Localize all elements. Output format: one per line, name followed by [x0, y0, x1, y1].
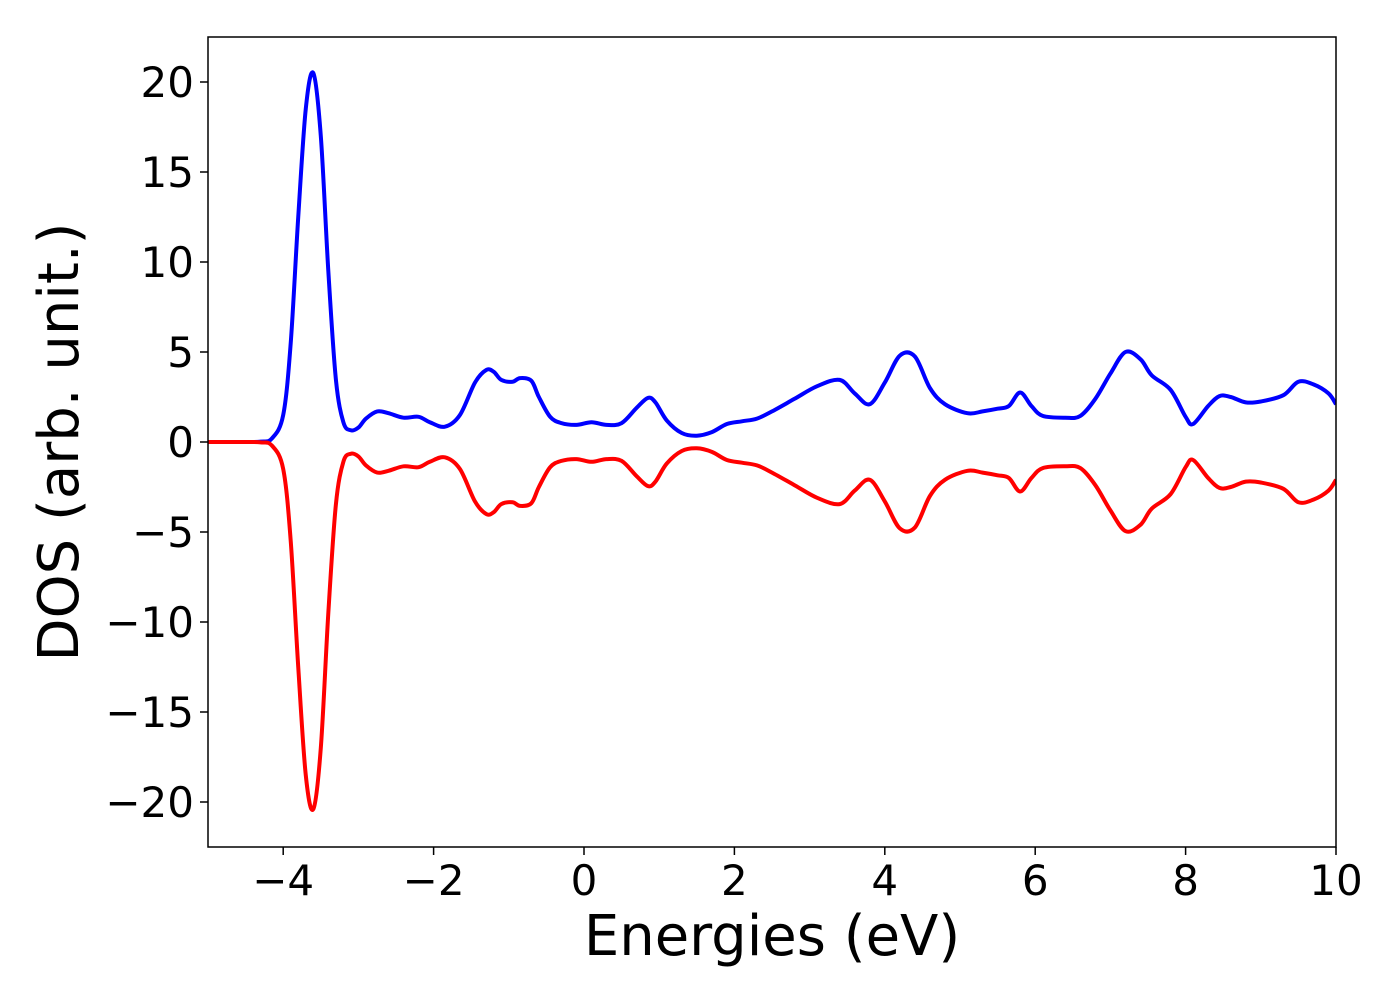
y-tick-label: −10 — [105, 598, 194, 647]
plot-frame — [207, 36, 1337, 848]
series-line-0 — [208, 70, 1336, 445]
x-tick-label: 4 — [871, 856, 898, 905]
x-tick-label: −2 — [403, 856, 465, 905]
x-tick-label: 10 — [1309, 856, 1362, 905]
x-tick-label: 6 — [1022, 856, 1049, 905]
x-axis: −4 −2 0 2 4 6 8 10 — [252, 847, 1363, 905]
y-axis-title: DOS (arb. unit.) — [27, 222, 92, 661]
x-tick-label: 0 — [571, 856, 598, 905]
y-tick-label: −15 — [105, 688, 194, 737]
x-tick-label: −4 — [252, 856, 314, 905]
x-axis-title: Energies (eV) — [584, 904, 960, 969]
y-tick-label: −20 — [105, 778, 194, 827]
y-tick-label: 15 — [141, 148, 194, 197]
y-tick-label: 10 — [141, 238, 194, 287]
y-tick-label: −5 — [132, 508, 194, 557]
y-tick-label: 0 — [167, 418, 194, 467]
x-tick-label: 8 — [1172, 856, 1199, 905]
y-axis: −20 −15 −10 −5 0 5 10 15 20 — [105, 58, 208, 827]
y-tick-label: 5 — [167, 328, 194, 377]
series-layer — [208, 70, 1336, 812]
series-line-1 — [208, 439, 1336, 812]
x-tick-label: 2 — [721, 856, 748, 905]
y-tick-label: 20 — [141, 58, 194, 107]
